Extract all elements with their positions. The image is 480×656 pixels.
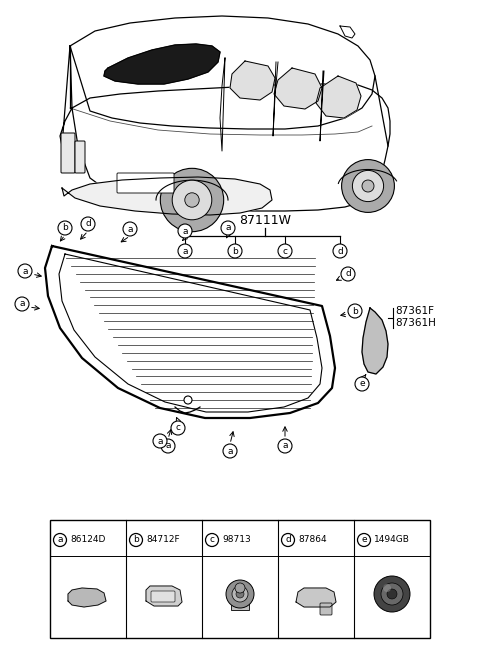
Text: 98713: 98713 [222,535,251,544]
Circle shape [362,180,374,192]
Text: b: b [62,224,68,232]
Circle shape [235,583,245,593]
Text: c: c [209,535,215,544]
Circle shape [15,297,29,311]
Text: d: d [345,270,351,279]
Circle shape [18,264,32,278]
Circle shape [383,584,391,592]
Polygon shape [68,588,106,607]
Text: a: a [225,224,231,232]
Text: 87361H: 87361H [395,318,436,328]
Circle shape [333,244,347,258]
Circle shape [58,221,72,235]
Circle shape [178,224,192,238]
Text: c: c [176,424,180,432]
Text: d: d [285,535,291,544]
Polygon shape [62,177,272,215]
Polygon shape [60,46,390,211]
Text: 84712F: 84712F [146,535,180,544]
Text: 1494GB: 1494GB [374,535,410,544]
Circle shape [352,171,384,201]
Text: d: d [85,220,91,228]
Text: b: b [352,306,358,316]
Polygon shape [316,76,361,118]
Circle shape [228,244,242,258]
Polygon shape [296,588,336,607]
Polygon shape [104,44,220,84]
Text: a: a [57,535,63,544]
Circle shape [130,533,143,546]
Circle shape [205,533,218,546]
Text: a: a [182,226,188,236]
Circle shape [226,580,254,608]
Circle shape [171,421,185,435]
FancyBboxPatch shape [151,591,175,602]
Text: a: a [157,436,163,445]
Polygon shape [362,308,388,374]
Polygon shape [45,246,335,418]
Text: c: c [283,247,288,255]
Circle shape [53,533,67,546]
Text: 87864: 87864 [298,535,326,544]
Text: d: d [337,247,343,255]
Circle shape [236,590,244,598]
Polygon shape [230,61,275,100]
Circle shape [161,439,175,453]
FancyBboxPatch shape [75,141,85,173]
FancyBboxPatch shape [320,603,332,615]
Text: a: a [282,441,288,451]
Bar [231,600,249,610]
Bar [50,520,430,638]
Circle shape [381,583,403,605]
Circle shape [178,244,192,258]
Circle shape [221,221,235,235]
Circle shape [342,159,395,213]
Text: a: a [165,441,171,451]
Text: 87111W: 87111W [239,215,291,228]
FancyBboxPatch shape [117,173,174,193]
Circle shape [281,533,295,546]
Text: 87361F: 87361F [395,306,434,316]
Circle shape [123,222,137,236]
Text: a: a [19,300,25,308]
FancyBboxPatch shape [61,133,75,173]
Circle shape [81,217,95,231]
Text: a: a [227,447,233,455]
Polygon shape [274,68,322,109]
Text: e: e [361,535,367,544]
Circle shape [172,180,212,220]
Circle shape [387,589,397,599]
Circle shape [153,434,167,448]
Text: 86124D: 86124D [70,535,106,544]
Circle shape [185,193,199,207]
Circle shape [374,576,410,612]
Circle shape [278,439,292,453]
Circle shape [160,169,224,232]
Text: a: a [182,247,188,255]
Polygon shape [146,586,182,606]
Text: a: a [127,224,133,234]
Circle shape [348,304,362,318]
Text: a: a [22,266,28,276]
Circle shape [355,377,369,391]
Circle shape [232,586,248,602]
Text: b: b [232,247,238,255]
Text: b: b [133,535,139,544]
Circle shape [341,267,355,281]
Circle shape [223,444,237,458]
Text: e: e [359,380,365,388]
Circle shape [184,396,192,404]
Polygon shape [70,16,375,129]
Circle shape [278,244,292,258]
Circle shape [358,533,371,546]
